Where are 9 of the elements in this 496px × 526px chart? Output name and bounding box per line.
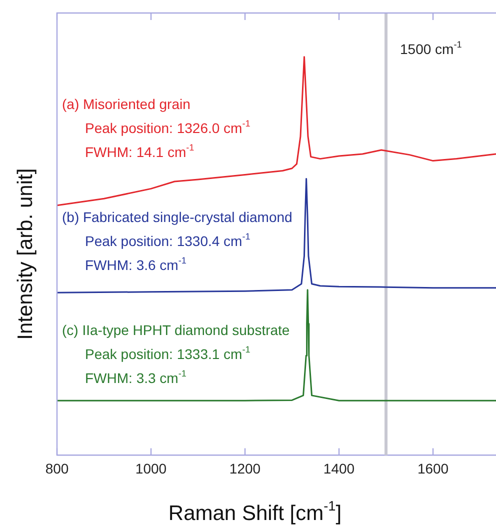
text: (a) Misoriented grain bbox=[62, 96, 190, 112]
series-label: (c) IIa-type HPHT diamond substrate bbox=[62, 322, 290, 338]
x-tick-label: 1400 bbox=[323, 460, 355, 476]
x-tick-label: 1200 bbox=[229, 460, 261, 476]
x-tick-label: 800 bbox=[45, 460, 69, 476]
x-tick-label: 1600 bbox=[417, 460, 449, 476]
x-tick-label: 1000 bbox=[135, 460, 167, 476]
y-axis-title: Intensity [arb. unit] bbox=[14, 168, 37, 340]
series-label: (b) Fabricated single-crystal diamond bbox=[62, 208, 292, 225]
